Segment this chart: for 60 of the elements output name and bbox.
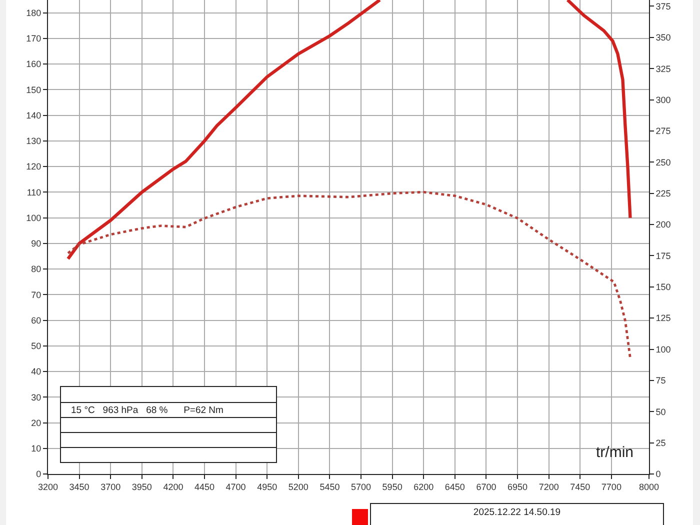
x-axis-title: tr/min [596,444,634,461]
y2-tick-label: 125 [656,313,671,324]
x-tick-label: 7450 [570,482,590,492]
y2-tick-label: 150 [656,282,671,292]
y-tick-label: 120 [26,162,42,172]
timestamp-box: 2025.12.22 14.50.19 [370,503,664,525]
y2-tick-label: 100 [656,344,671,354]
x-tick-label: 7700 [601,482,622,492]
y2-tick-label: 0 [656,469,661,480]
x-tick-label: 3950 [132,482,152,492]
y2-tick-label: 350 [656,32,671,43]
x-tick-label: 3700 [100,482,121,492]
y-tick-label: 10 [31,444,42,454]
x-tick-label: 6700 [476,482,496,492]
y2-tick-label: 200 [656,220,671,230]
x-tick-label: 7200 [538,482,559,492]
y-tick-label: 70 [31,290,42,300]
x-tick-label: 4200 [163,482,184,492]
y2-tick-label: 375 [656,1,671,12]
y-tick-label: 180 [26,8,42,18]
x-tick-label: 5450 [320,482,340,492]
y2-tick-label: 325 [656,64,671,74]
x-tick-label: 5950 [382,482,402,492]
line-series [66,190,632,360]
y-tick-label: 110 [26,187,42,198]
x-tick-label: 3200 [38,482,58,492]
y2-tick-label: 300 [656,94,671,105]
x-tick-label: 5700 [351,482,372,492]
y-tick-label: 130 [26,136,42,146]
y2-tick-label: 225 [656,188,671,198]
y-tick-label: 140 [26,110,42,120]
y2-tick-label: 250 [656,157,671,168]
y2-tick-label: 75 [656,376,666,386]
y-tick-label: 50 [31,341,42,352]
x-tick-label: 3450 [69,482,90,492]
y2-tick-label: 25 [656,438,666,448]
y-tick-label: 60 [31,315,42,326]
y-tick-label: 100 [26,212,42,223]
x-tick-label: 6200 [414,482,434,492]
x-tick-label: 6950 [508,482,528,492]
y2-tick-label: 175 [656,250,671,261]
y-tick-label: 90 [31,238,42,249]
y2-tick-label: 50 [656,406,666,417]
annotation: 15 °C 963 hPa 68 % P=62 Nm [61,402,276,417]
info-table: 15 °C 963 hPa 68 % P=62 Nm [60,386,277,463]
x-tick-label: 8000 [638,482,660,492]
y-tick-label: 170 [26,34,42,44]
y2-tick-label: 275 [656,126,671,136]
y-tick-label: 150 [26,84,42,95]
x-tick-label: 4950 [257,482,278,492]
y-tick-label: 40 [31,366,42,377]
x-tick-label: 4450 [194,482,215,492]
x-tick-label: 5200 [288,482,308,492]
y-tick-label: 0 [36,469,42,480]
y-tick-label: 20 [31,418,42,428]
y-tick-label: 160 [26,59,42,70]
x-tick-label: 4700 [226,482,246,492]
y-tick-label: 80 [31,264,42,274]
x-tick-label: 6450 [444,482,465,492]
y-tick-label: 30 [31,392,42,402]
